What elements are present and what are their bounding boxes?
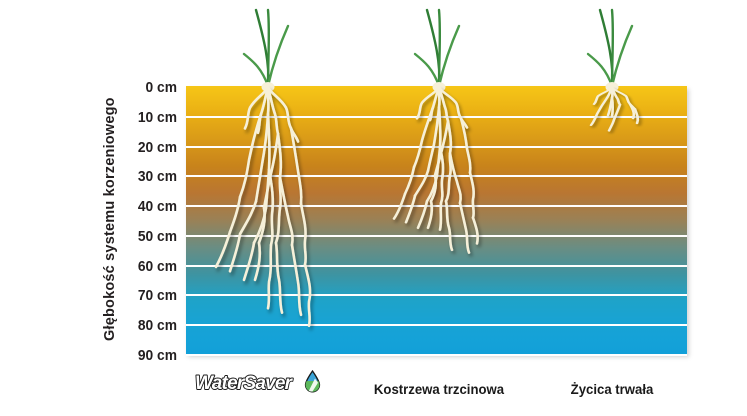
svg-text:WaterSaver: WaterSaver [195,373,294,394]
